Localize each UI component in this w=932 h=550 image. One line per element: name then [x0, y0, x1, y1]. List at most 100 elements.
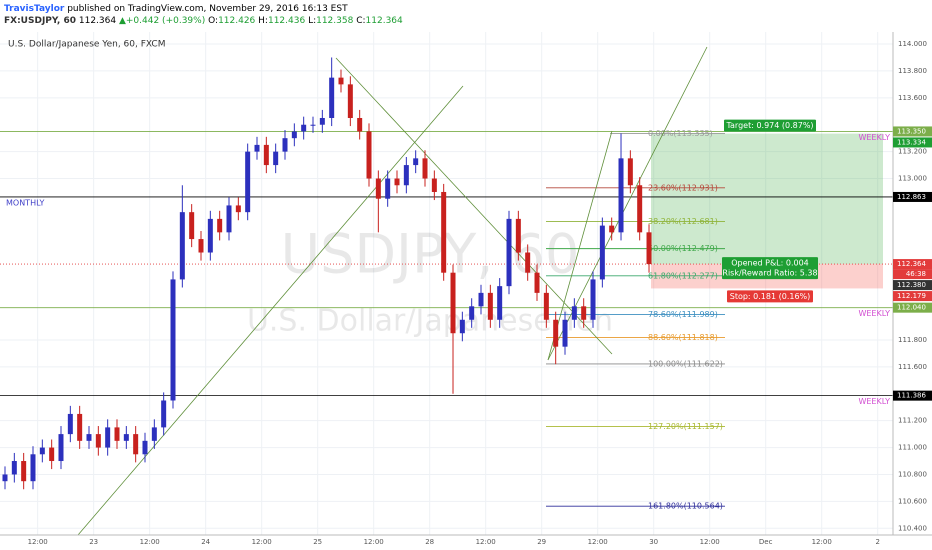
candle-body — [161, 400, 167, 428]
candle-body — [170, 279, 176, 401]
o-value: 112.426 — [218, 16, 256, 26]
x-tick-label: 25 — [313, 538, 322, 546]
l-value: 112.358 — [316, 16, 354, 26]
fib-label: 50.00%(112.479) — [648, 244, 718, 253]
candle-body — [151, 427, 157, 441]
x-tick-label: 12:00 — [364, 538, 384, 546]
candle-body — [562, 319, 568, 347]
watermark: U.S. Dollar/Japanese Yen — [247, 304, 613, 339]
candle-body — [21, 461, 27, 482]
x-tick-label: 28 — [425, 538, 434, 546]
fib-label: 0.00%(113.335) — [648, 129, 713, 138]
candle-body — [254, 144, 260, 152]
candle-body — [226, 205, 232, 233]
change: ▲+0.442 (+0.39%) — [118, 16, 206, 26]
l-label: L: — [308, 16, 317, 26]
price-badge — [893, 137, 932, 148]
stop-label-box — [727, 290, 813, 303]
price-badge — [893, 191, 932, 202]
y-tick-label: 111.600 — [898, 363, 927, 371]
candle-body — [77, 413, 83, 441]
c-value: 112.364 — [365, 16, 403, 26]
fib-label: 161.80%(110.564) — [648, 502, 723, 511]
price-badge — [893, 291, 932, 302]
candle-body — [142, 440, 148, 455]
x-tick-label: 12:00 — [700, 538, 720, 546]
published: published on TradingView.com, November 2… — [67, 4, 348, 14]
candle-body — [506, 218, 512, 287]
candle-body — [2, 474, 8, 482]
candle-body — [618, 158, 624, 233]
candle-body — [282, 138, 288, 152]
candle-body — [291, 131, 297, 139]
h-label: H: — [258, 16, 268, 26]
target-label-box — [724, 119, 816, 132]
stop-label: Stop: 0.181 (0.16%) — [730, 292, 811, 301]
fib-label: 23.60%(112.931) — [648, 183, 718, 192]
price-badge — [893, 259, 932, 270]
candle-body — [273, 151, 279, 166]
chart-title: U.S. Dollar/Japanese Yen, 60, FXCM — [8, 40, 165, 50]
x-tick-label: 12:00 — [140, 538, 160, 546]
price-badge — [893, 302, 932, 313]
candle-body — [310, 124, 316, 126]
price-badge — [893, 126, 932, 137]
price-badge-label: 112.040 — [897, 304, 926, 312]
candle-body — [431, 178, 437, 192]
author-link[interactable]: TravisTaylor — [4, 4, 65, 14]
candle-body — [375, 178, 381, 199]
candle-body — [571, 306, 577, 320]
candle-body — [133, 434, 139, 455]
x-tick-label: 24 — [201, 538, 210, 546]
level-label: WEEKLY — [858, 133, 890, 142]
candle-body — [599, 225, 605, 280]
h-value: 112.436 — [267, 16, 306, 26]
price-badge — [893, 390, 932, 401]
symbol: FX:USDJPY, 60 — [4, 16, 76, 26]
y-tick-label: 113.000 — [898, 175, 927, 183]
price-badge-label: 113.334 — [897, 138, 926, 146]
y-tick-label: 113.800 — [898, 67, 927, 75]
y-tick-label: 113.600 — [898, 94, 927, 102]
candle-body — [86, 434, 92, 441]
x-tick-label: 12:00 — [812, 538, 832, 546]
price-badge-label: 112.179 — [897, 292, 926, 300]
position-group — [651, 133, 883, 289]
candle-body — [637, 185, 643, 233]
candle-body — [235, 205, 241, 213]
trend-line — [335, 57, 613, 355]
header: TravisTaylor published on TradingView.co… — [0, 0, 932, 32]
candle-body — [422, 158, 428, 179]
o-label: O: — [208, 16, 219, 26]
candle-body — [525, 252, 531, 273]
fib-label: 88.60%(111.818) — [648, 333, 718, 342]
candle-body — [49, 447, 55, 462]
trend-line — [77, 85, 464, 536]
last-price: 112.364 — [78, 16, 117, 26]
candle-body — [11, 461, 17, 475]
x-tick-label: 12:00 — [588, 538, 608, 546]
candle-body — [319, 117, 325, 125]
candle-body — [590, 279, 596, 320]
candle-body — [487, 292, 493, 320]
price-badge-label: 112.863 — [897, 193, 926, 201]
candle-body — [301, 124, 307, 132]
y-tick-label: 113.200 — [898, 148, 927, 156]
candle-body — [95, 434, 101, 448]
fib-label: 38.20%(112.681) — [648, 217, 718, 226]
candle-body — [385, 178, 391, 199]
candle-body — [114, 427, 120, 441]
x-tick-label: 12:00 — [28, 538, 48, 546]
candle-body — [207, 218, 213, 253]
grid — [0, 32, 893, 535]
candles — [2, 57, 652, 490]
c-label: C: — [356, 16, 366, 26]
countdown: 46:38 — [906, 270, 926, 278]
target-zone — [651, 133, 883, 265]
x-tick-label: 23 — [89, 538, 98, 546]
candle-body — [543, 292, 549, 320]
x-tick-label: 29 — [537, 538, 546, 546]
price-badge-label: 113.350 — [897, 127, 926, 135]
